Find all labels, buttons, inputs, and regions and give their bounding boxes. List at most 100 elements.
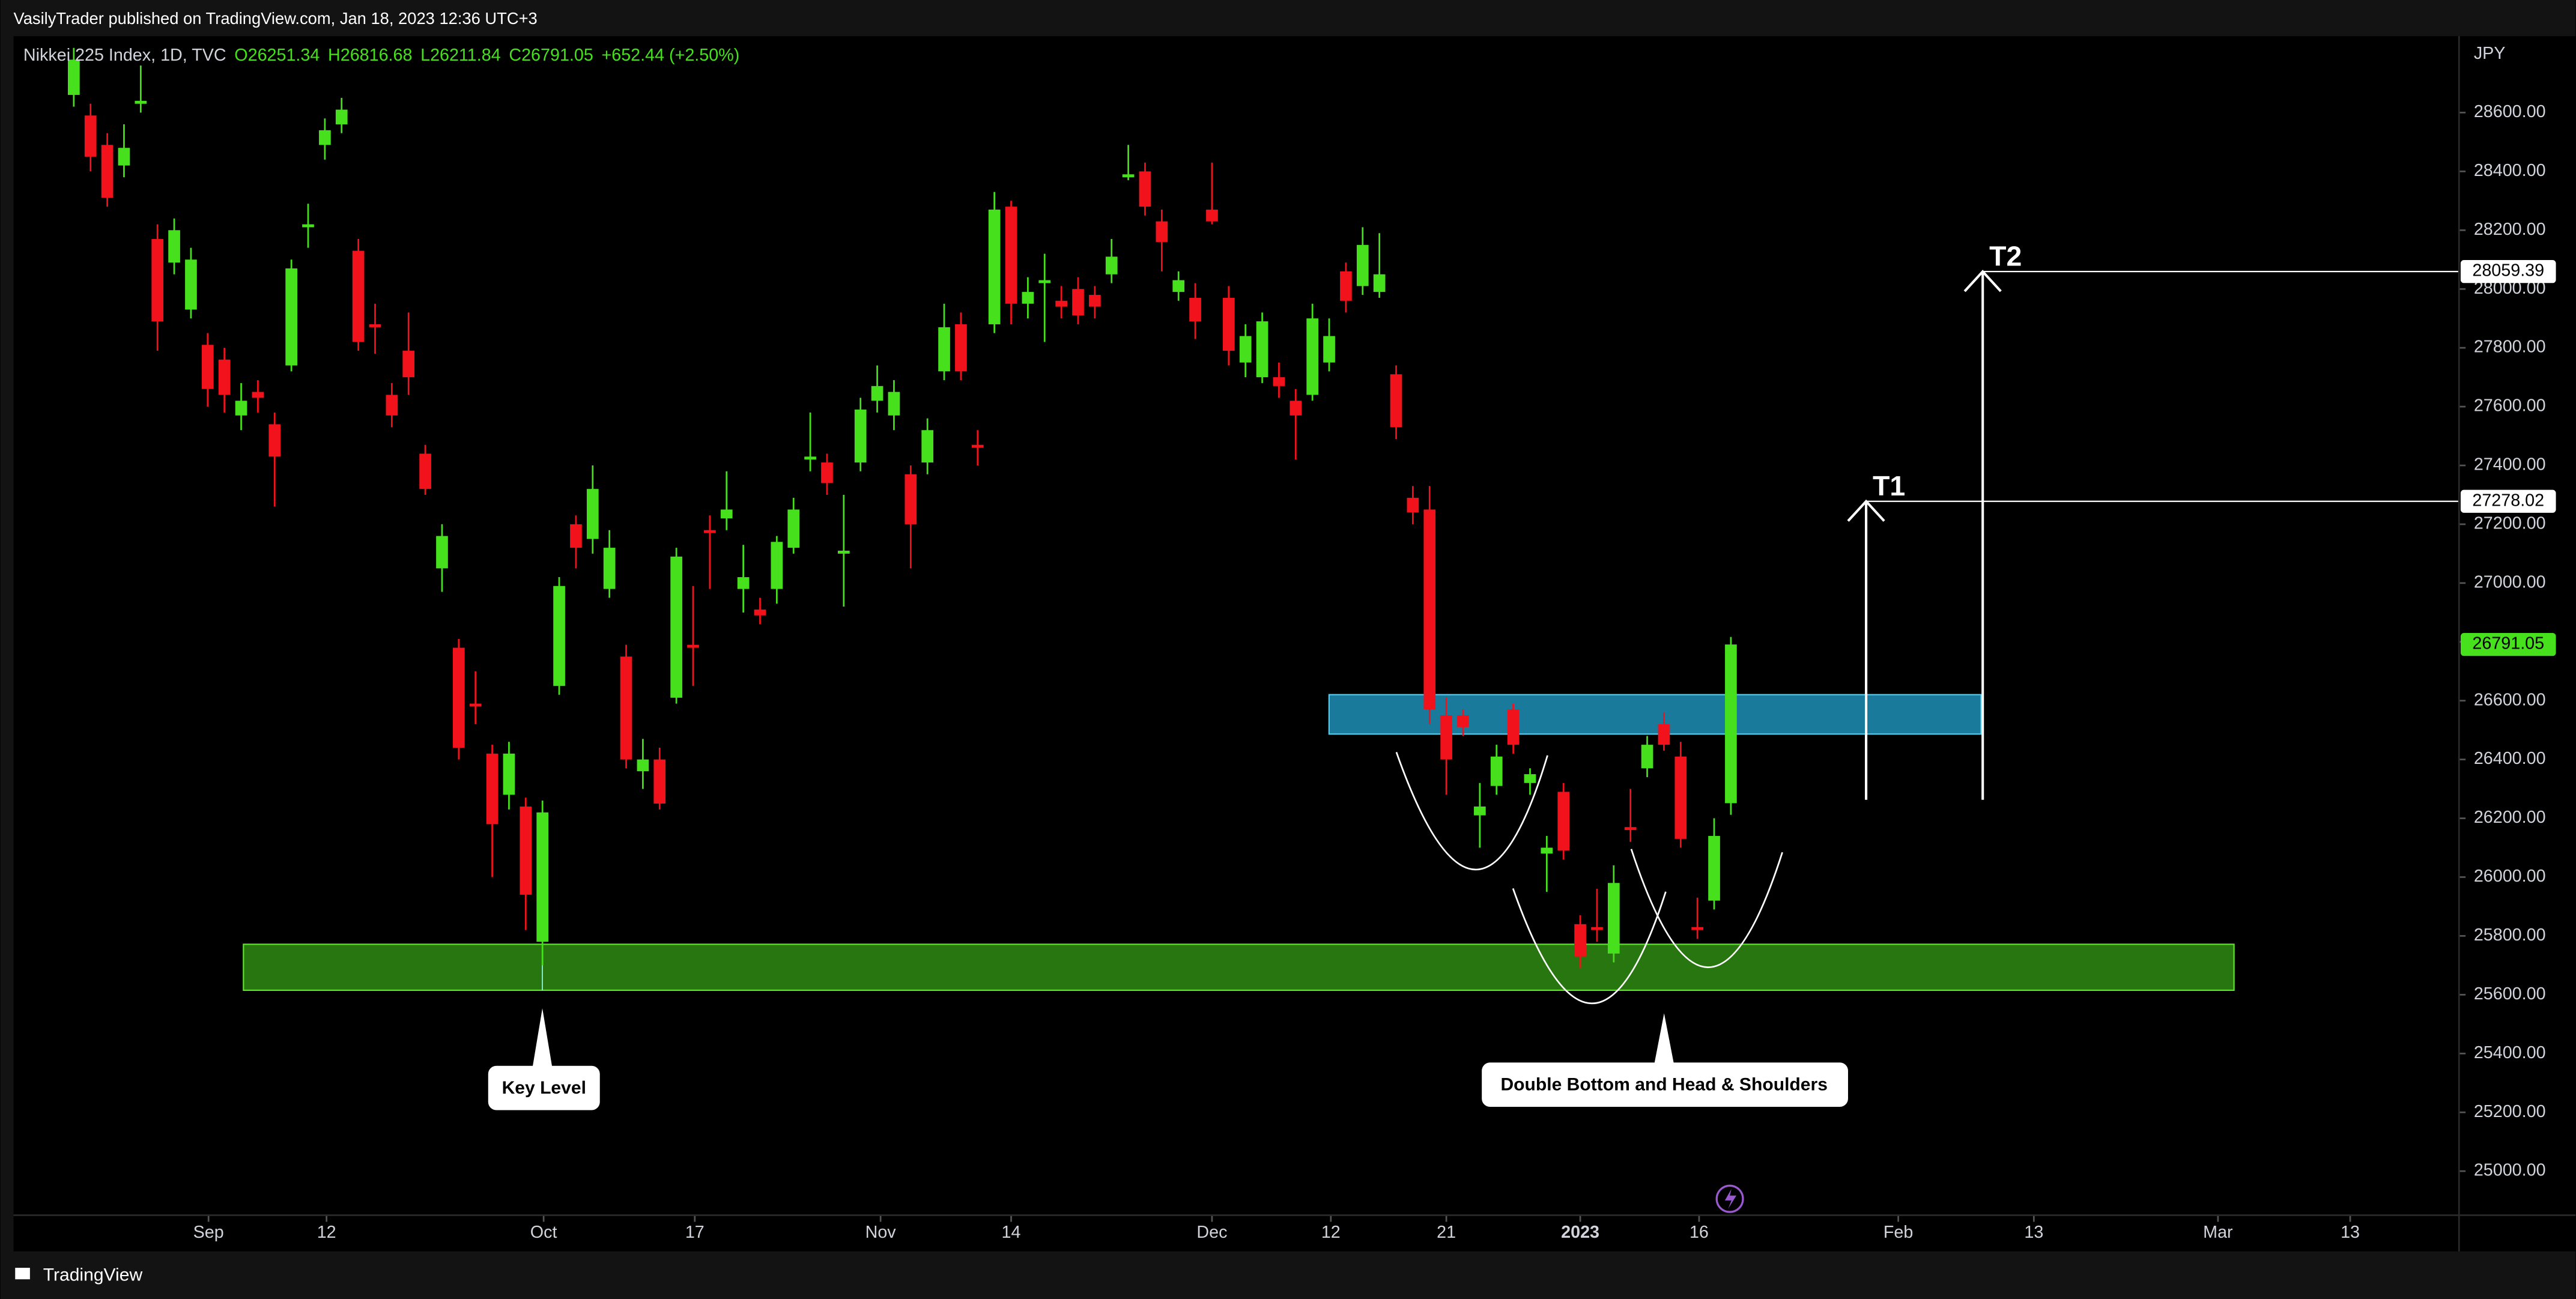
callout-text: Key Level	[502, 1078, 586, 1098]
x-tick-label: 12	[317, 1223, 336, 1242]
candle-body	[369, 324, 381, 327]
x-tick-label: Dec	[1196, 1223, 1227, 1242]
candle-body	[1507, 709, 1520, 745]
x-tick-label: 21	[1437, 1223, 1456, 1242]
candle-body	[135, 100, 147, 104]
candle-body	[1591, 927, 1603, 930]
candles	[68, 47, 1737, 969]
callout	[488, 1065, 600, 1110]
x-tick-label: Sep	[193, 1223, 224, 1242]
curve	[1630, 849, 1783, 968]
y-tick-label: 27600.00	[2474, 396, 2546, 416]
candle-body	[771, 542, 783, 589]
y-tick-label: 25400.00	[2474, 1043, 2546, 1062]
candle-body	[1005, 207, 1017, 304]
resistance-zone	[1328, 694, 1982, 735]
candle-body	[201, 345, 214, 389]
candle-body	[1105, 256, 1118, 274]
brand: TradingView	[15, 1265, 142, 1285]
candle-body	[1089, 295, 1101, 307]
x-tick-label: 16	[1690, 1223, 1709, 1242]
curve	[1512, 888, 1667, 1004]
candle-body	[704, 530, 716, 533]
candle-body	[436, 536, 448, 569]
candle-body	[854, 409, 867, 463]
y-tick-label: 27200.00	[2474, 514, 2546, 533]
candle-body	[570, 524, 582, 548]
candle-body	[971, 444, 984, 448]
candle-body	[1356, 244, 1369, 286]
candle-body	[503, 753, 515, 795]
legend-change: +652.44 (+2.50%)	[601, 46, 739, 65]
candle-body	[1658, 724, 1670, 745]
candle-body	[888, 392, 900, 416]
y-tick-label: 26000.00	[2474, 867, 2546, 886]
price-tag-label: 27278.02	[2472, 491, 2544, 510]
candle-body	[1490, 756, 1503, 786]
candle-body	[1457, 715, 1469, 727]
candle-body	[905, 474, 917, 524]
candle-body	[1306, 318, 1319, 395]
candle-body	[1189, 297, 1201, 322]
candle-body	[637, 759, 649, 772]
candle-body	[1022, 292, 1034, 304]
legend: Nikkei 225 Index, 1D, TVC O26251.34 H26816…	[23, 46, 739, 65]
legend-high: H26816.68	[328, 46, 412, 65]
candle-body	[938, 327, 950, 372]
candle-body	[1038, 280, 1051, 283]
candle-body	[1725, 644, 1737, 804]
brand-name: TradingView	[43, 1265, 143, 1285]
candle-body	[754, 609, 766, 616]
arrow-head	[1847, 499, 1885, 522]
callout	[1482, 1062, 1848, 1107]
price-tag	[2460, 489, 2556, 513]
candle-body	[536, 812, 549, 942]
candle-body	[620, 656, 632, 760]
candle-body	[921, 430, 934, 463]
candle-body	[402, 351, 415, 378]
candle-body	[553, 586, 565, 686]
candle-body	[687, 644, 699, 648]
candle-body	[603, 548, 616, 589]
candle-body	[1156, 221, 1168, 242]
y-tick-label: 25600.00	[2474, 984, 2546, 1004]
candle-body	[1524, 774, 1536, 783]
candle-body	[1674, 756, 1687, 839]
candle-body	[319, 130, 331, 145]
x-tick-label: 12	[1321, 1223, 1341, 1242]
arrow-head	[1963, 270, 2002, 292]
candle-body	[302, 224, 314, 228]
last-price-tag	[2460, 633, 2556, 656]
x-tick-label: 13	[2341, 1223, 2360, 1242]
candle-body	[1574, 924, 1586, 957]
candle-body	[1440, 715, 1452, 760]
legend-low: L26211.84	[420, 46, 501, 65]
candle-body	[871, 386, 883, 401]
candle-body	[268, 424, 281, 457]
candle-body	[386, 395, 398, 416]
candle-body	[1206, 210, 1218, 222]
y-tick-label: 25000.00	[2474, 1161, 2546, 1180]
candle-body	[720, 509, 733, 519]
candle-body	[84, 115, 97, 157]
y-tick-label: 26200.00	[2474, 808, 2546, 827]
candle-body	[653, 759, 666, 804]
y-tick-label: 25200.00	[2474, 1102, 2546, 1121]
candle-body	[151, 238, 164, 322]
candle-body	[335, 109, 348, 125]
currency: JPY	[2474, 44, 2506, 63]
candle-body	[1055, 300, 1067, 307]
support-zone	[243, 943, 2235, 992]
y-tick-label: 25800.00	[2474, 925, 2546, 945]
candle-body	[1691, 927, 1704, 930]
last-price-label: 26791.05	[2472, 634, 2544, 653]
candle-body	[1607, 883, 1620, 954]
candle-body	[1708, 835, 1720, 901]
event-icon[interactable]	[1715, 1184, 1744, 1213]
candle-body	[1474, 806, 1486, 816]
x-tick-label: 17	[685, 1223, 705, 1242]
targets: T1 T2	[1847, 241, 2459, 800]
candle-body	[955, 324, 967, 372]
x-tick-label: Mar	[2203, 1223, 2233, 1242]
candle-body	[520, 806, 532, 895]
